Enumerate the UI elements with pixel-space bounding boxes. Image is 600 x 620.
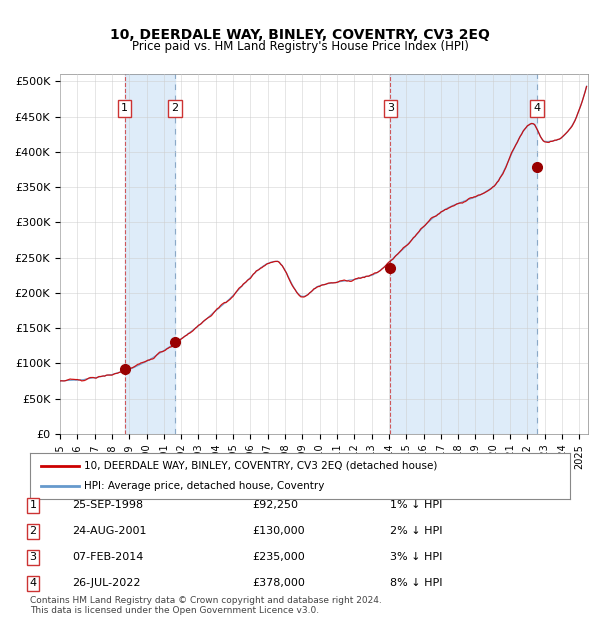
10, DEERDALE WAY, BINLEY, COVENTRY, CV3 2EQ (detached house) xyxy=(146,356,153,364)
10, DEERDALE WAY, BINLEY, COVENTRY, CV3 2EQ (detached house) xyxy=(341,277,348,284)
Text: £378,000: £378,000 xyxy=(252,578,305,588)
10, DEERDALE WAY, BINLEY, COVENTRY, CV3 2EQ (detached house) xyxy=(417,225,424,232)
Line: HPI: Average price, detached house, Coventry: HPI: Average price, detached house, Cove… xyxy=(60,86,587,381)
Text: 1: 1 xyxy=(121,104,128,113)
Bar xyxy=(125,74,175,434)
Text: 24-AUG-2001: 24-AUG-2001 xyxy=(72,526,146,536)
Text: 07-FEB-2014: 07-FEB-2014 xyxy=(72,552,143,562)
10, DEERDALE WAY, BINLEY, COVENTRY, CV3 2EQ (detached house) xyxy=(164,345,172,352)
HPI: Average price, detached house, Coventry: (2.02e+03, 3.22e+05): Average price, detached house, Coventry:… xyxy=(446,203,453,211)
HPI: Average price, detached house, Coventry: (2e+03, 8.43e+04): Average price, detached house, Coventry:… xyxy=(109,371,116,378)
10, DEERDALE WAY, BINLEY, COVENTRY, CV3 2EQ (detached house) xyxy=(583,83,590,91)
Text: 2: 2 xyxy=(172,104,179,113)
HPI: Average price, detached house, Coventry: (2.02e+03, 2.89e+05): Average price, detached house, Coventry:… xyxy=(417,226,424,234)
10, DEERDALE WAY, BINLEY, COVENTRY, CV3 2EQ (detached house) xyxy=(109,371,116,379)
Text: 4: 4 xyxy=(29,578,37,588)
Text: Price paid vs. HM Land Registry's House Price Index (HPI): Price paid vs. HM Land Registry's House … xyxy=(131,40,469,53)
Text: 3: 3 xyxy=(29,552,37,562)
Text: 26-JUL-2022: 26-JUL-2022 xyxy=(72,578,140,588)
Text: £92,250: £92,250 xyxy=(252,500,298,510)
Text: Contains HM Land Registry data © Crown copyright and database right 2024.
This d: Contains HM Land Registry data © Crown c… xyxy=(30,596,382,615)
Bar xyxy=(391,74,537,434)
HPI: Average price, detached house, Coventry: (2e+03, 7.51e+04): Average price, detached house, Coventry:… xyxy=(56,378,64,385)
HPI: Average price, detached house, Coventry: (2e+03, 1.05e+05): Average price, detached house, Coventry:… xyxy=(146,356,153,363)
Text: HPI: Average price, detached house, Coventry: HPI: Average price, detached house, Cove… xyxy=(84,481,325,491)
Text: 10, DEERDALE WAY, BINLEY, COVENTRY, CV3 2EQ: 10, DEERDALE WAY, BINLEY, COVENTRY, CV3 … xyxy=(110,28,490,42)
Text: 8% ↓ HPI: 8% ↓ HPI xyxy=(390,578,443,588)
Text: 4: 4 xyxy=(534,104,541,113)
Text: 2: 2 xyxy=(29,526,37,536)
Text: 3% ↓ HPI: 3% ↓ HPI xyxy=(390,552,442,562)
Text: 10, DEERDALE WAY, BINLEY, COVENTRY, CV3 2EQ (detached house): 10, DEERDALE WAY, BINLEY, COVENTRY, CV3 … xyxy=(84,461,437,471)
HPI: Average price, detached house, Coventry: (2e+03, 1.22e+05): Average price, detached house, Coventry:… xyxy=(164,344,172,352)
HPI: Average price, detached house, Coventry: (2.03e+03, 4.93e+05): Average price, detached house, Coventry:… xyxy=(583,82,590,90)
Text: 1% ↓ HPI: 1% ↓ HPI xyxy=(390,500,442,510)
Text: 2% ↓ HPI: 2% ↓ HPI xyxy=(390,526,443,536)
Text: 3: 3 xyxy=(387,104,394,113)
Text: 25-SEP-1998: 25-SEP-1998 xyxy=(72,500,143,510)
HPI: Average price, detached house, Coventry: (2.01e+03, 2.17e+05): Average price, detached house, Coventry:… xyxy=(341,277,348,285)
Text: 1: 1 xyxy=(29,500,37,510)
Text: £235,000: £235,000 xyxy=(252,552,305,562)
Line: 10, DEERDALE WAY, BINLEY, COVENTRY, CV3 2EQ (detached house): 10, DEERDALE WAY, BINLEY, COVENTRY, CV3 … xyxy=(60,87,587,381)
10, DEERDALE WAY, BINLEY, COVENTRY, CV3 2EQ (detached house) xyxy=(56,377,64,384)
10, DEERDALE WAY, BINLEY, COVENTRY, CV3 2EQ (detached house) xyxy=(446,204,453,211)
Text: £130,000: £130,000 xyxy=(252,526,305,536)
